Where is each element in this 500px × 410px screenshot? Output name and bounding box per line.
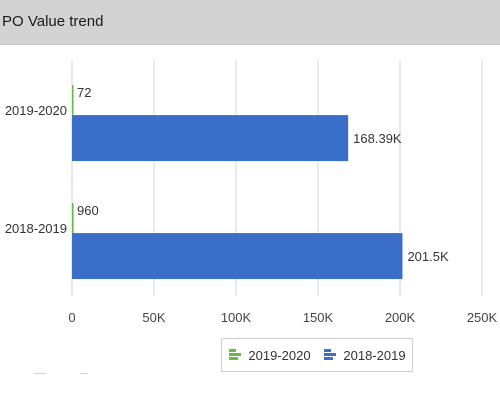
x-tick-label: 100K <box>221 310 252 325</box>
bar-chart: 0 50K 100K 150K 200K 250K 2019-2020 72 168.39K 20… <box>5 60 498 325</box>
data-label: 168.39K <box>353 131 402 146</box>
x-tick-label: 0 <box>68 310 75 325</box>
y-category-label: 2018-2019 <box>5 221 67 236</box>
legend-label: 2018-2019 <box>343 347 406 363</box>
data-label: 201.5K <box>407 249 449 264</box>
x-tick-label: 200K <box>385 310 416 325</box>
bar-2019-2020-2018-2019[interactable] <box>72 203 74 234</box>
bar-2018-2019-2018-2019[interactable] <box>72 233 403 280</box>
bars <box>72 85 403 280</box>
bar-legend-icon <box>324 349 337 360</box>
data-label: 960 <box>77 203 99 218</box>
bar-legend-icon <box>229 349 242 360</box>
legend-label: 2019-2020 <box>248 347 311 363</box>
bar-2019-2020-2019-2020[interactable] <box>72 85 74 116</box>
divider <box>80 373 88 374</box>
x-tick-label: 50K <box>142 310 165 325</box>
labels: 0 50K 100K 150K 200K 250K 2019-2020 72 168.39K 20… <box>5 85 498 325</box>
divider <box>34 373 46 374</box>
panel-header: PO Value trend <box>0 0 500 45</box>
x-tick-label: 250K <box>467 310 498 325</box>
x-tick-label: 150K <box>303 310 334 325</box>
bar-2018-2019-2019-2020[interactable] <box>72 115 349 162</box>
legend-item-2019-2020[interactable]: 2019-2020 <box>228 347 311 363</box>
legend-item-2018-2019[interactable]: 2018-2019 <box>323 347 406 363</box>
y-category-label: 2019-2020 <box>5 103 67 118</box>
chart-legend: 2019-2020 2018-2019 <box>221 338 413 372</box>
data-label: 72 <box>77 85 91 100</box>
chart-title: PO Value trend <box>2 13 104 30</box>
